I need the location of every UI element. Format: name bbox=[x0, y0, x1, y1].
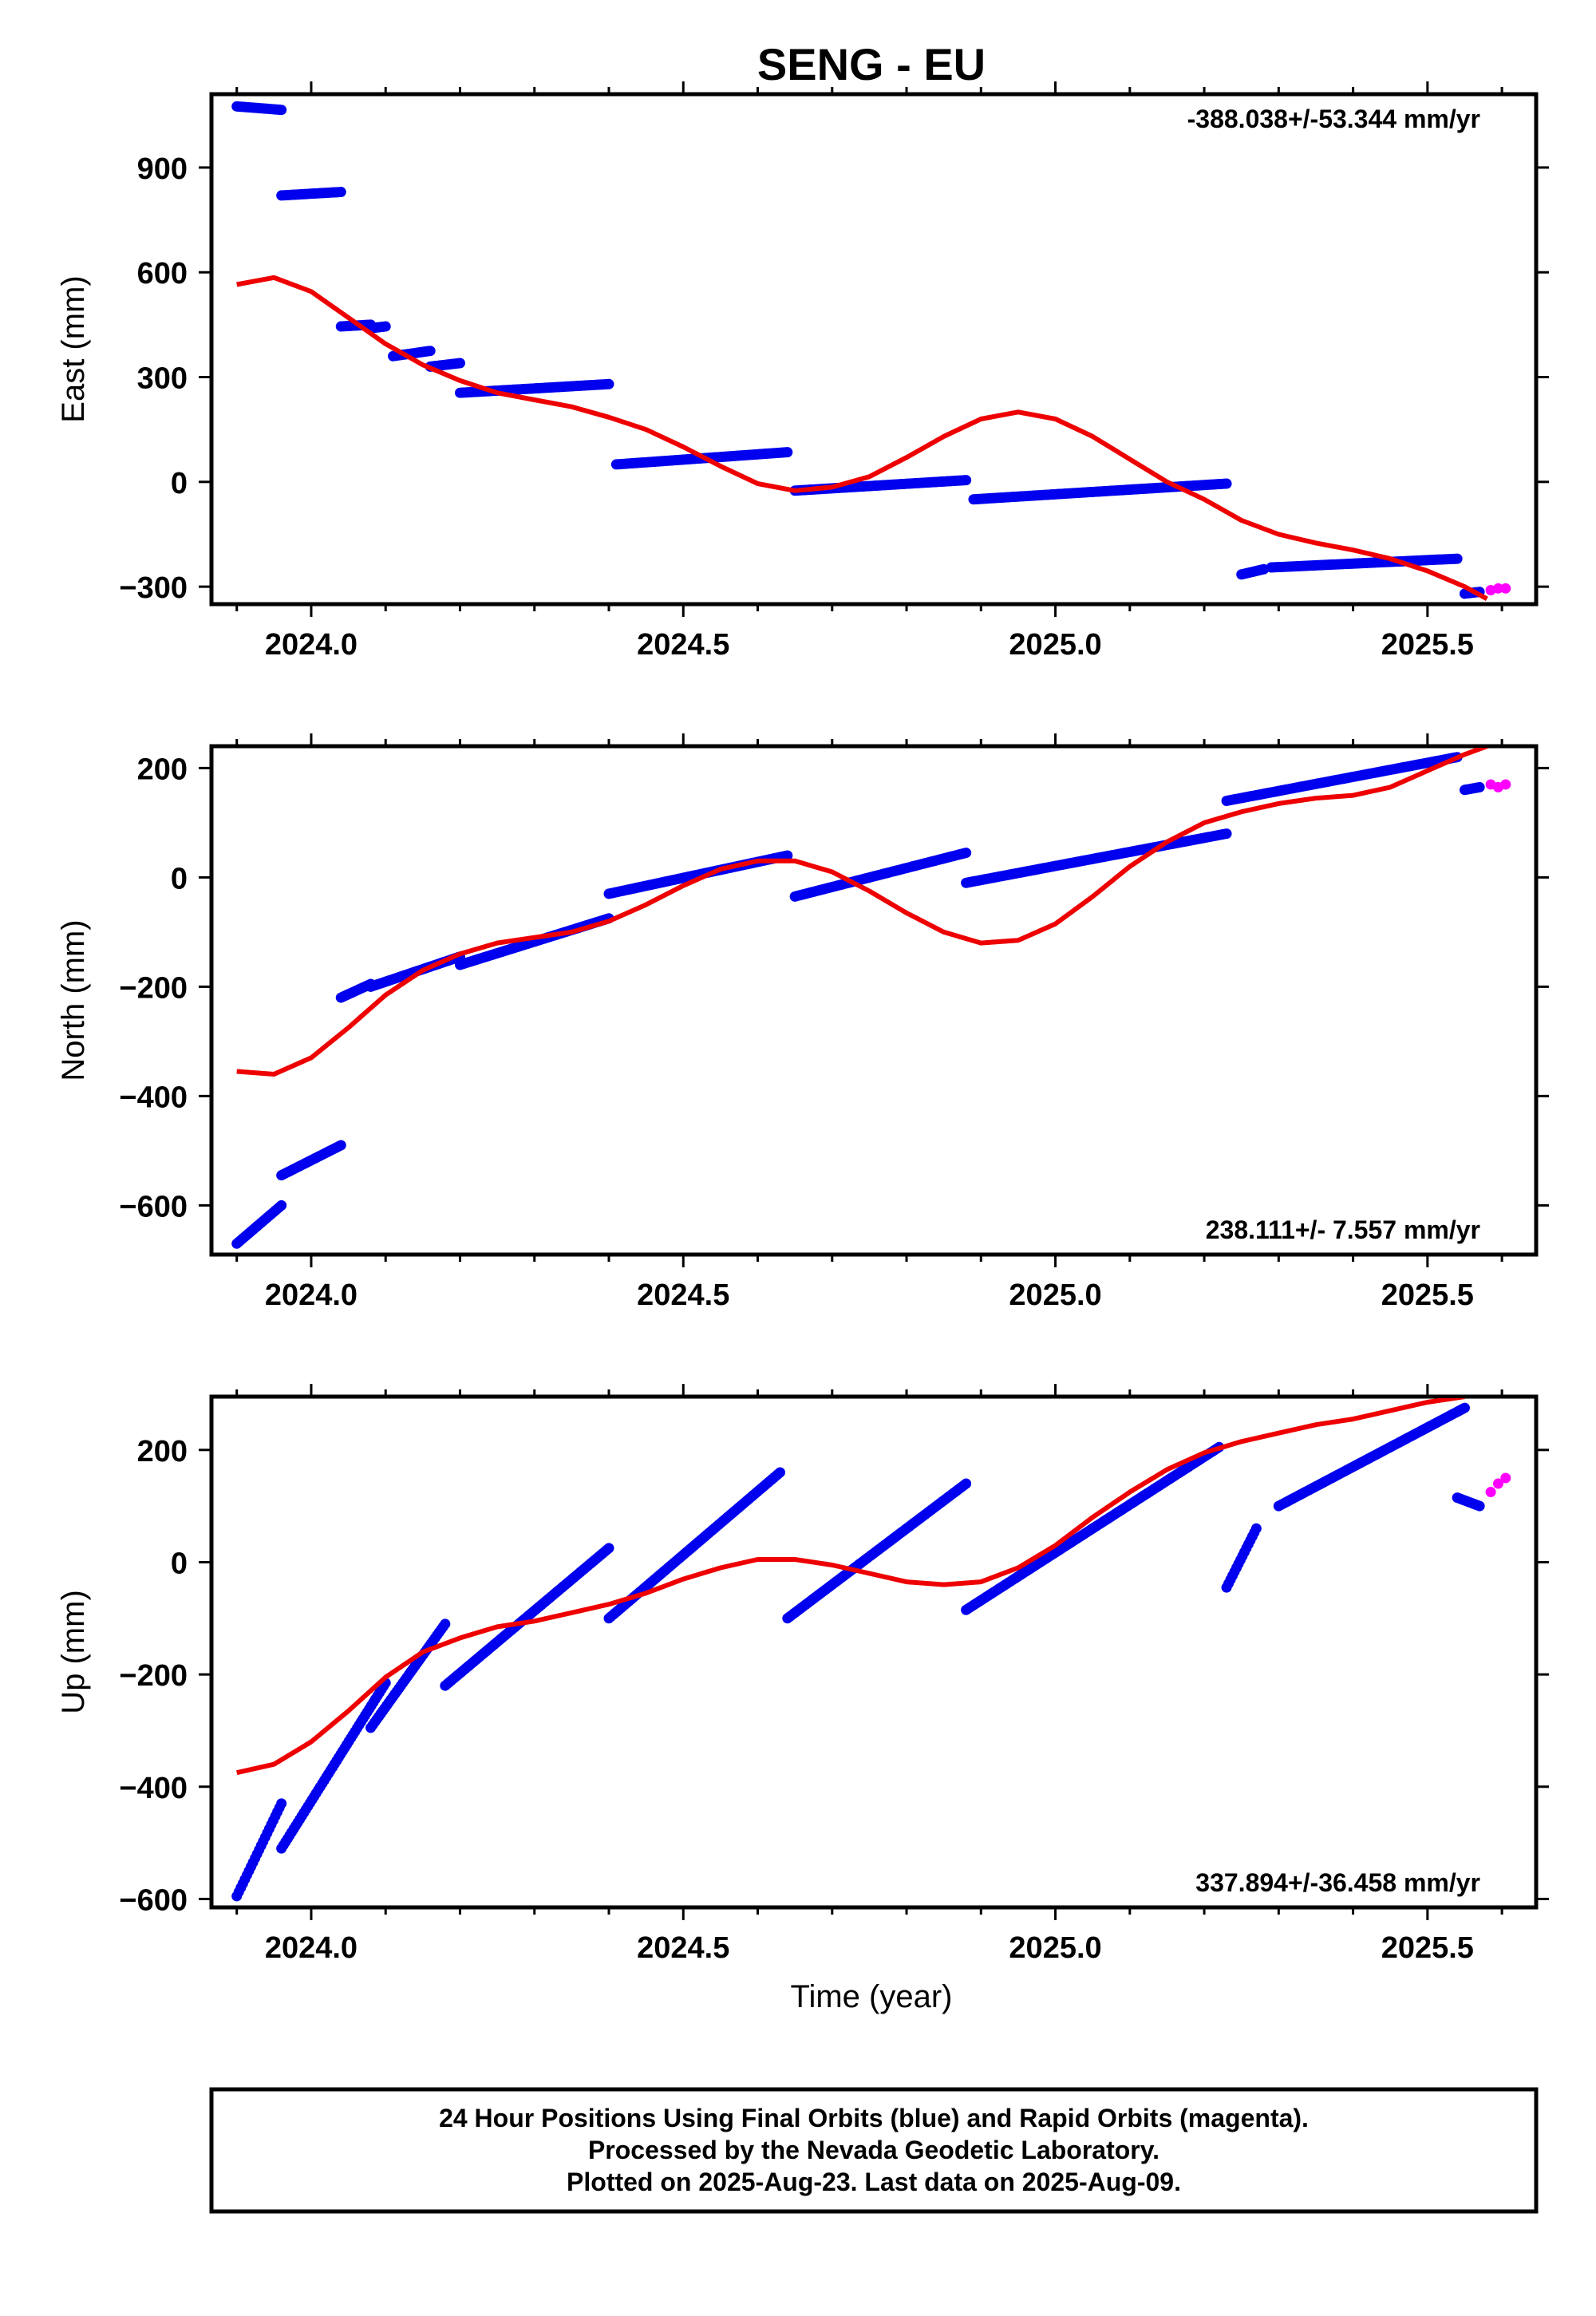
x-tick-label: 2025.5 bbox=[1381, 628, 1474, 662]
y-tick-label: 900 bbox=[137, 152, 188, 186]
plot-frame bbox=[209, 92, 1539, 607]
final-point bbox=[1459, 1402, 1470, 1413]
y-axis-label: East (mm) bbox=[56, 275, 91, 422]
y-tick-label: −200 bbox=[119, 971, 188, 1005]
rapid-point bbox=[1500, 779, 1511, 790]
rate-label: -388.038+/-53.344 mm/yr bbox=[1187, 105, 1480, 133]
final-point bbox=[961, 848, 972, 859]
y-tick-label: 600 bbox=[137, 257, 188, 290]
final-point bbox=[961, 475, 972, 486]
final-point bbox=[1221, 478, 1232, 489]
data-layer bbox=[231, 748, 1511, 1249]
east-panel: 2024.0 2024.5 2025.0 2025.5 −300 0 300 600 900 Ea… bbox=[56, 81, 1549, 662]
final-point bbox=[440, 1618, 451, 1630]
y-tick-label: 200 bbox=[137, 753, 188, 786]
x-tick-label: 2025.5 bbox=[1381, 1931, 1474, 1965]
plot-frame bbox=[209, 744, 1539, 1257]
rapid-point bbox=[1485, 1487, 1496, 1498]
north-panel: 2024.0 2024.5 2025.0 2025.5 −600 −400 −200 0 200… bbox=[56, 733, 1549, 1312]
y-tick-label: −600 bbox=[119, 1883, 188, 1917]
final-point bbox=[603, 378, 614, 389]
x-tick-label: 2024.5 bbox=[637, 1931, 729, 1965]
final-point bbox=[1474, 1500, 1485, 1512]
plot-frame bbox=[209, 1394, 1539, 1910]
x-tick-label: 2025.0 bbox=[1009, 1279, 1101, 1312]
final-point bbox=[276, 1798, 287, 1809]
footer-line-1: 24 Hour Positions Using Final Orbits (bl… bbox=[439, 2104, 1309, 2132]
rapid-point bbox=[1500, 583, 1511, 594]
rapid-point bbox=[1492, 583, 1503, 594]
final-point bbox=[774, 1467, 785, 1478]
y-tick-label: 200 bbox=[137, 1435, 188, 1468]
final-point bbox=[276, 105, 287, 116]
y-tick-label: 0 bbox=[171, 862, 188, 895]
rate-label: 337.894+/-36.458 mm/yr bbox=[1195, 1868, 1480, 1897]
footer-line-3: Plotted on 2025-Aug-23. Last data on 202… bbox=[567, 2168, 1181, 2196]
final-point bbox=[425, 346, 436, 357]
final-point bbox=[380, 321, 391, 332]
y-tick-label: 0 bbox=[171, 467, 188, 500]
y-tick-label: −600 bbox=[119, 1190, 188, 1223]
footer-line-2: Processed by the Nevada Geodetic Laborat… bbox=[588, 2136, 1159, 2164]
y-axis-label: North (mm) bbox=[56, 919, 91, 1081]
final-point bbox=[276, 1199, 287, 1211]
x-tick-label: 2024.5 bbox=[637, 628, 729, 662]
rate-label: 238.111+/- 7.557 mm/yr bbox=[1206, 1215, 1480, 1244]
y-tick-label: −300 bbox=[119, 571, 188, 605]
y-tick-label: −400 bbox=[119, 1081, 188, 1114]
final-point bbox=[782, 850, 793, 861]
x-tick-label: 2024.5 bbox=[637, 1279, 729, 1312]
x-tick-label: 2025.5 bbox=[1381, 1279, 1474, 1312]
x-tick-label: 2024.0 bbox=[265, 628, 358, 662]
final-point bbox=[1452, 553, 1463, 564]
final-point bbox=[782, 447, 793, 458]
final-point bbox=[335, 187, 346, 198]
rapid-point bbox=[1492, 1478, 1503, 1489]
final-point bbox=[335, 1140, 346, 1151]
final-point bbox=[1221, 828, 1232, 840]
final-point bbox=[454, 358, 465, 369]
x-tick-label: 2025.0 bbox=[1009, 1931, 1101, 1965]
x-tick-label: 2024.0 bbox=[265, 1279, 358, 1312]
final-point bbox=[603, 1543, 614, 1554]
rapid-point bbox=[1500, 1472, 1511, 1484]
model-curve bbox=[236, 1398, 1465, 1776]
model-curve bbox=[236, 748, 1488, 1077]
figure-title: SENG - EU bbox=[757, 39, 986, 89]
final-point bbox=[1474, 781, 1485, 792]
y-tick-label: −400 bbox=[119, 1772, 188, 1805]
x-axis-label: Time (year) bbox=[791, 1979, 953, 2014]
model-curve bbox=[236, 275, 1488, 602]
x-tick-label: 2024.0 bbox=[265, 1931, 358, 1965]
final-point bbox=[1250, 1523, 1262, 1534]
y-tick-label: 300 bbox=[137, 362, 188, 396]
x-tick-label: 2025.0 bbox=[1009, 628, 1101, 662]
data-layer bbox=[231, 1398, 1511, 1902]
y-tick-label: −200 bbox=[119, 1659, 188, 1693]
y-tick-label: 0 bbox=[171, 1547, 188, 1580]
data-layer bbox=[231, 101, 1511, 602]
footer-box bbox=[209, 2087, 1539, 2214]
up-panel: 2024.0 2024.5 2025.0 2025.5 −600 −400 −200 0 200… bbox=[56, 1384, 1549, 1965]
y-axis-label: Up (mm) bbox=[56, 1590, 91, 1714]
final-point bbox=[961, 1478, 972, 1489]
